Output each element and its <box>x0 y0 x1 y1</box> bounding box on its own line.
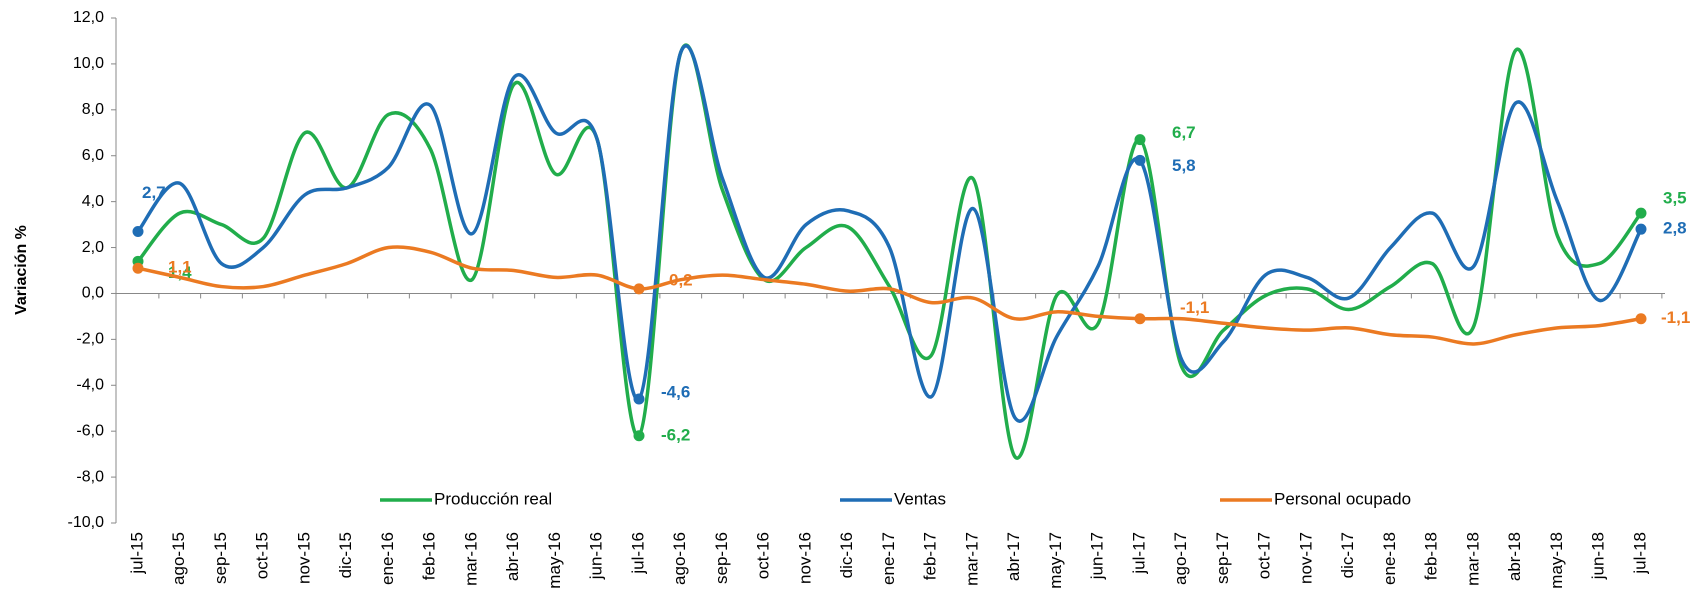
point-marker <box>1134 134 1146 146</box>
data-label: 2,8 <box>1663 219 1687 238</box>
y-tick-label: -4,0 <box>76 376 104 393</box>
data-label: -6,2 <box>661 425 690 444</box>
x-tick-label: dic-17 <box>1338 532 1357 578</box>
x-tick-label: ago-17 <box>1171 532 1190 585</box>
x-tick-label: jun-18 <box>1589 532 1608 580</box>
data-label: 0,2 <box>669 270 693 289</box>
x-tick-label: jul-18 <box>1630 532 1649 575</box>
data-label: -4,6 <box>661 383 690 402</box>
x-tick-label: jul-17 <box>1129 532 1148 575</box>
y-tick-label: 10,0 <box>73 55 104 72</box>
x-tick-label: jun-16 <box>587 532 606 580</box>
legend-label: Personal ocupado <box>1274 490 1411 509</box>
legend-label: Ventas <box>894 490 946 509</box>
series-line <box>136 44 1643 423</box>
x-tick-label: oct-16 <box>754 532 773 579</box>
series-line <box>137 245 1642 346</box>
y-tick-label: 12,0 <box>73 9 104 26</box>
data-label: -1,1 <box>1661 308 1690 327</box>
point-marker <box>132 262 144 274</box>
point-marker <box>1134 313 1146 325</box>
y-tick-label: -6,0 <box>76 422 104 439</box>
point-marker <box>1134 154 1146 166</box>
x-tick-label: may-17 <box>1046 532 1065 589</box>
x-tick-label: jun-17 <box>1088 532 1107 580</box>
x-tick-label: jul-15 <box>127 532 146 575</box>
point-marker <box>633 393 645 405</box>
x-tick-label: mar-17 <box>962 532 981 586</box>
series-line <box>136 43 1643 460</box>
x-tick-label: feb-16 <box>420 532 439 580</box>
x-tick-label: abr-16 <box>503 532 522 581</box>
data-label: 2,7 <box>142 183 166 202</box>
x-tick-label: feb-17 <box>921 532 940 580</box>
x-tick-label: oct-15 <box>253 532 272 579</box>
y-tick-label: 8,0 <box>82 101 104 118</box>
point-marker <box>1635 223 1647 235</box>
y-tick-label: 2,0 <box>82 239 104 256</box>
x-tick-label: ene-16 <box>378 532 397 585</box>
x-tick-label: may-18 <box>1547 532 1566 589</box>
data-label: 6,7 <box>1172 123 1196 142</box>
point-marker <box>1635 313 1647 325</box>
x-tick-label: jul-16 <box>628 532 647 575</box>
x-tick-label: nov-16 <box>795 532 814 584</box>
x-tick-label: mar-18 <box>1463 532 1482 586</box>
data-label: -1,1 <box>1180 298 1209 317</box>
x-tick-label: sep-15 <box>211 532 230 584</box>
x-tick-label: abr-18 <box>1505 532 1524 581</box>
y-tick-label: 6,0 <box>82 147 104 164</box>
y-axis-label: Variación % <box>13 225 30 315</box>
y-tick-label: -8,0 <box>76 468 104 485</box>
x-tick-label: may-16 <box>545 532 564 589</box>
x-tick-label: nov-15 <box>294 532 313 584</box>
data-label: 5,8 <box>1172 156 1196 175</box>
x-tick-label: dic-15 <box>336 532 355 578</box>
point-marker <box>132 225 144 237</box>
x-tick-label: nov-17 <box>1296 532 1315 584</box>
data-label: 3,5 <box>1663 189 1687 208</box>
x-tick-label: mar-16 <box>461 532 480 586</box>
y-tick-label: 0,0 <box>82 285 104 302</box>
x-tick-label: sep-16 <box>712 532 731 584</box>
x-tick-label: ago-15 <box>169 532 188 585</box>
x-tick-label: ene-18 <box>1380 532 1399 585</box>
x-tick-label: ago-16 <box>670 532 689 585</box>
point-marker <box>633 283 645 295</box>
x-tick-label: feb-18 <box>1422 532 1441 580</box>
point-marker <box>1635 207 1647 219</box>
y-tick-label: 4,0 <box>82 193 104 210</box>
legend-label: Producción real <box>434 490 552 509</box>
x-tick-label: ene-17 <box>879 532 898 585</box>
point-marker <box>633 430 645 442</box>
y-tick-label: -2,0 <box>76 331 104 348</box>
data-label: 1,1 <box>168 258 192 277</box>
x-tick-label: dic-16 <box>837 532 856 578</box>
y-tick-label: -10,0 <box>68 514 105 531</box>
x-tick-label: oct-17 <box>1255 532 1274 579</box>
x-tick-label: abr-17 <box>1004 532 1023 581</box>
x-tick-label: sep-17 <box>1213 532 1232 584</box>
